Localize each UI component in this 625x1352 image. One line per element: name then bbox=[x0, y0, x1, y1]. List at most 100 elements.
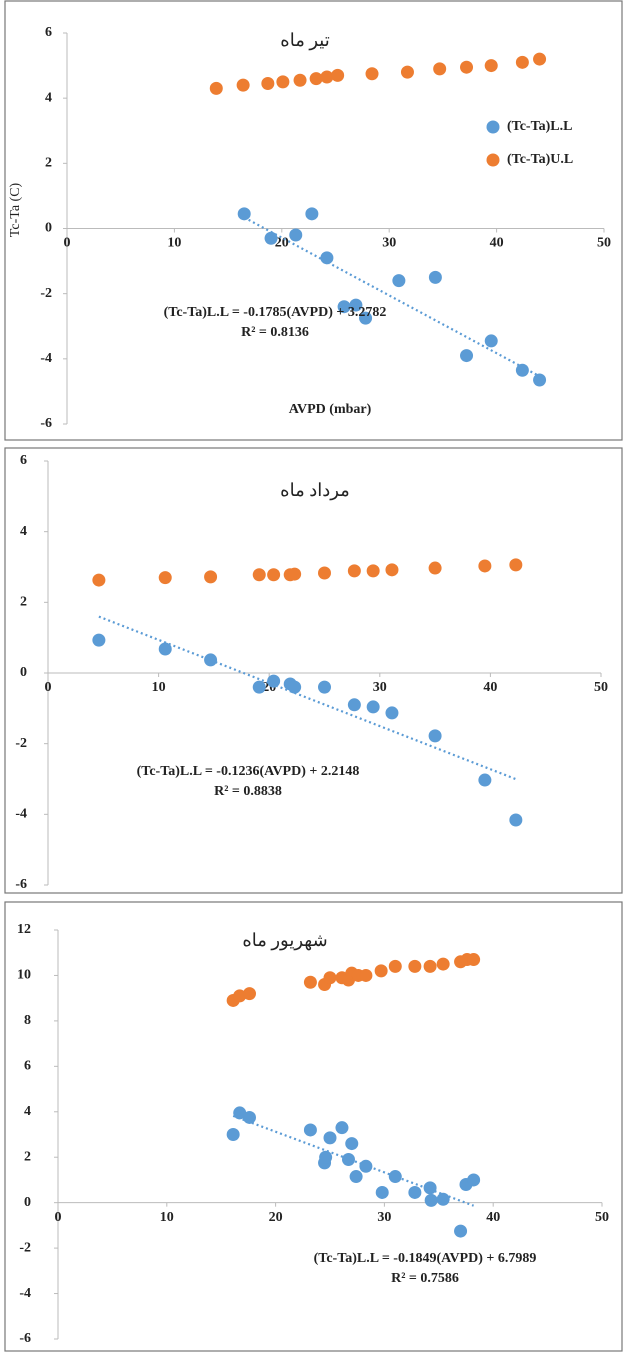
point bbox=[347, 698, 361, 712]
y-tick-label: 12 bbox=[17, 922, 31, 937]
y-tick-label: 0 bbox=[45, 221, 52, 236]
point bbox=[359, 311, 373, 325]
x-tick-label: 50 bbox=[595, 1210, 609, 1225]
trend-equation: (Tc-Ta)L.L = -0.1236(AVPD) + 2.2148 bbox=[137, 764, 360, 779]
x-axis-title: AVPD (mbar) bbox=[289, 402, 372, 417]
point bbox=[92, 573, 106, 587]
point bbox=[433, 62, 447, 76]
point bbox=[515, 55, 529, 69]
x-tick-label: 10 bbox=[152, 680, 166, 695]
y-tick-label: 10 bbox=[17, 968, 31, 983]
x-tick-label: 0 bbox=[55, 1210, 62, 1225]
point bbox=[318, 566, 331, 580]
point bbox=[303, 1123, 317, 1137]
point bbox=[428, 270, 442, 284]
point bbox=[366, 564, 380, 578]
point bbox=[289, 228, 303, 242]
y-tick-label: 2 bbox=[24, 1149, 31, 1164]
point bbox=[424, 1193, 438, 1207]
y-tick-label: 4 bbox=[20, 524, 27, 539]
point bbox=[267, 568, 281, 582]
x-tick-label: 40 bbox=[483, 680, 497, 695]
point bbox=[261, 77, 275, 91]
point bbox=[237, 207, 251, 221]
y-tick-label: -4 bbox=[15, 807, 27, 822]
point bbox=[428, 729, 442, 743]
point bbox=[359, 968, 373, 982]
point bbox=[388, 959, 402, 973]
point bbox=[408, 1185, 422, 1199]
y-tick-label: -6 bbox=[15, 877, 27, 892]
point bbox=[323, 971, 337, 985]
point bbox=[252, 568, 266, 582]
legend-label: (Tc-Ta)U.L bbox=[507, 152, 573, 167]
point bbox=[436, 957, 450, 971]
point bbox=[267, 674, 281, 688]
x-tick-label: 10 bbox=[167, 236, 181, 251]
point bbox=[460, 60, 474, 74]
point bbox=[337, 300, 351, 314]
y-tick-label: -2 bbox=[15, 736, 27, 751]
point bbox=[158, 642, 172, 656]
trend-equation: R² = 0.8136 bbox=[241, 325, 309, 340]
x-tick-label: 40 bbox=[490, 236, 504, 251]
point bbox=[349, 298, 363, 312]
point bbox=[264, 231, 278, 245]
point bbox=[533, 373, 547, 387]
legend-label: (Tc-Ta)L.L bbox=[507, 119, 572, 134]
point bbox=[484, 334, 498, 348]
point bbox=[236, 78, 250, 92]
point bbox=[385, 563, 399, 577]
point bbox=[454, 1224, 468, 1238]
x-tick-label: 20 bbox=[269, 1210, 283, 1225]
point bbox=[460, 349, 474, 363]
y-tick-label: -6 bbox=[19, 1331, 31, 1346]
point bbox=[323, 1131, 337, 1145]
x-tick-label: 0 bbox=[45, 680, 52, 695]
trend-equation: R² = 0.8838 bbox=[214, 784, 282, 799]
point bbox=[318, 680, 331, 694]
point bbox=[305, 207, 319, 221]
chart-title: مرداد ماه bbox=[280, 480, 350, 501]
point bbox=[319, 1150, 333, 1164]
y-tick-label: -2 bbox=[19, 1240, 31, 1255]
trendline bbox=[243, 216, 541, 378]
point bbox=[478, 773, 492, 787]
point bbox=[341, 1152, 355, 1166]
point bbox=[293, 73, 307, 87]
y-tick-label: 0 bbox=[20, 665, 27, 680]
point bbox=[359, 1159, 373, 1173]
x-tick-label: 50 bbox=[594, 680, 608, 695]
legend-marker bbox=[486, 120, 500, 134]
y-tick-label: -4 bbox=[40, 351, 52, 366]
y-tick-label: -4 bbox=[19, 1286, 31, 1301]
y-tick-label: 2 bbox=[45, 156, 52, 171]
point bbox=[484, 59, 498, 73]
point bbox=[467, 953, 481, 967]
point bbox=[345, 1137, 359, 1151]
point bbox=[309, 72, 323, 86]
point bbox=[204, 653, 218, 667]
point bbox=[392, 274, 406, 288]
point bbox=[158, 571, 172, 585]
trend-equation: (Tc-Ta)L.L = -0.1849(AVPD) + 6.7989 bbox=[314, 1251, 537, 1266]
point bbox=[388, 1170, 402, 1184]
point bbox=[365, 67, 379, 81]
point bbox=[233, 1106, 247, 1120]
point bbox=[428, 561, 442, 575]
y-tick-label: 0 bbox=[24, 1195, 31, 1210]
x-tick-label: 0 bbox=[64, 236, 71, 251]
panel-frame bbox=[4, 0, 623, 441]
point bbox=[400, 65, 414, 79]
point bbox=[276, 75, 290, 89]
point bbox=[335, 1121, 349, 1135]
point bbox=[252, 680, 266, 694]
y-tick-label: 6 bbox=[45, 25, 52, 40]
point bbox=[242, 987, 256, 1001]
trendline bbox=[98, 615, 517, 781]
point bbox=[385, 706, 399, 720]
point bbox=[349, 1170, 363, 1184]
point bbox=[533, 52, 547, 66]
y-tick-label: 8 bbox=[24, 1013, 31, 1028]
